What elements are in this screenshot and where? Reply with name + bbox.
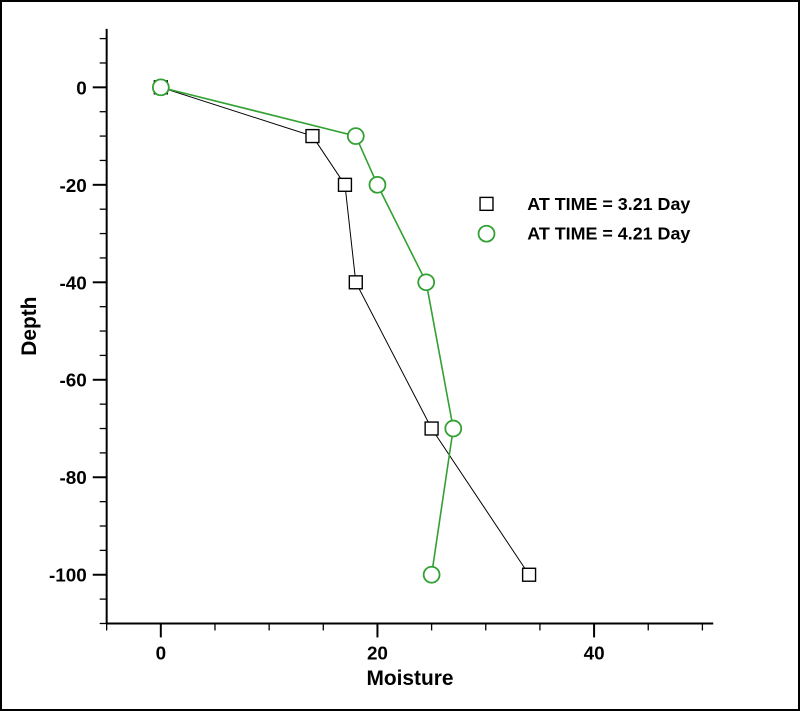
circle-marker [444, 419, 463, 438]
x-tick-label: 40 [584, 643, 605, 664]
square-marker [305, 128, 320, 144]
square-marker [337, 177, 353, 192]
y-tick-label: -100 [49, 566, 87, 587]
circle-marker [477, 224, 496, 243]
circle-marker [422, 565, 441, 584]
y-tick-label: -40 [59, 273, 86, 294]
y-axis-title: Depth [18, 297, 41, 356]
x-axis-title: Moisture [366, 667, 453, 690]
square-marker [348, 275, 363, 290]
y-tick-label: -80 [59, 468, 86, 489]
series-2 [151, 78, 463, 584]
series-line [160, 86, 530, 576]
series-1 [153, 80, 537, 582]
circle-marker [368, 175, 387, 194]
y-tick-label: 0 [76, 78, 87, 99]
x-ticks: 0 20 40 [106, 623, 704, 664]
y-tick-label: -20 [59, 176, 86, 197]
legend-label: AT TIME = 4.21 Day [527, 224, 690, 244]
circle-marker [417, 273, 436, 292]
square-marker [521, 567, 537, 582]
y-ticks: 0 -20 -40 -60 -80 -100 [49, 37, 107, 625]
x-tick-label: 20 [367, 643, 388, 664]
series-line [160, 86, 455, 575]
square-marker [479, 196, 494, 212]
circle-marker [151, 78, 170, 97]
square-marker [424, 421, 439, 436]
y-tick-label: -60 [59, 371, 86, 392]
legend: AT TIME = 3.21 Day AT TIME = 4.21 Day [477, 194, 690, 244]
axes [105, 28, 714, 625]
circle-marker [346, 127, 365, 145]
x-tick-label: 0 [156, 643, 166, 664]
legend-label: AT TIME = 3.21 Day [527, 194, 690, 214]
